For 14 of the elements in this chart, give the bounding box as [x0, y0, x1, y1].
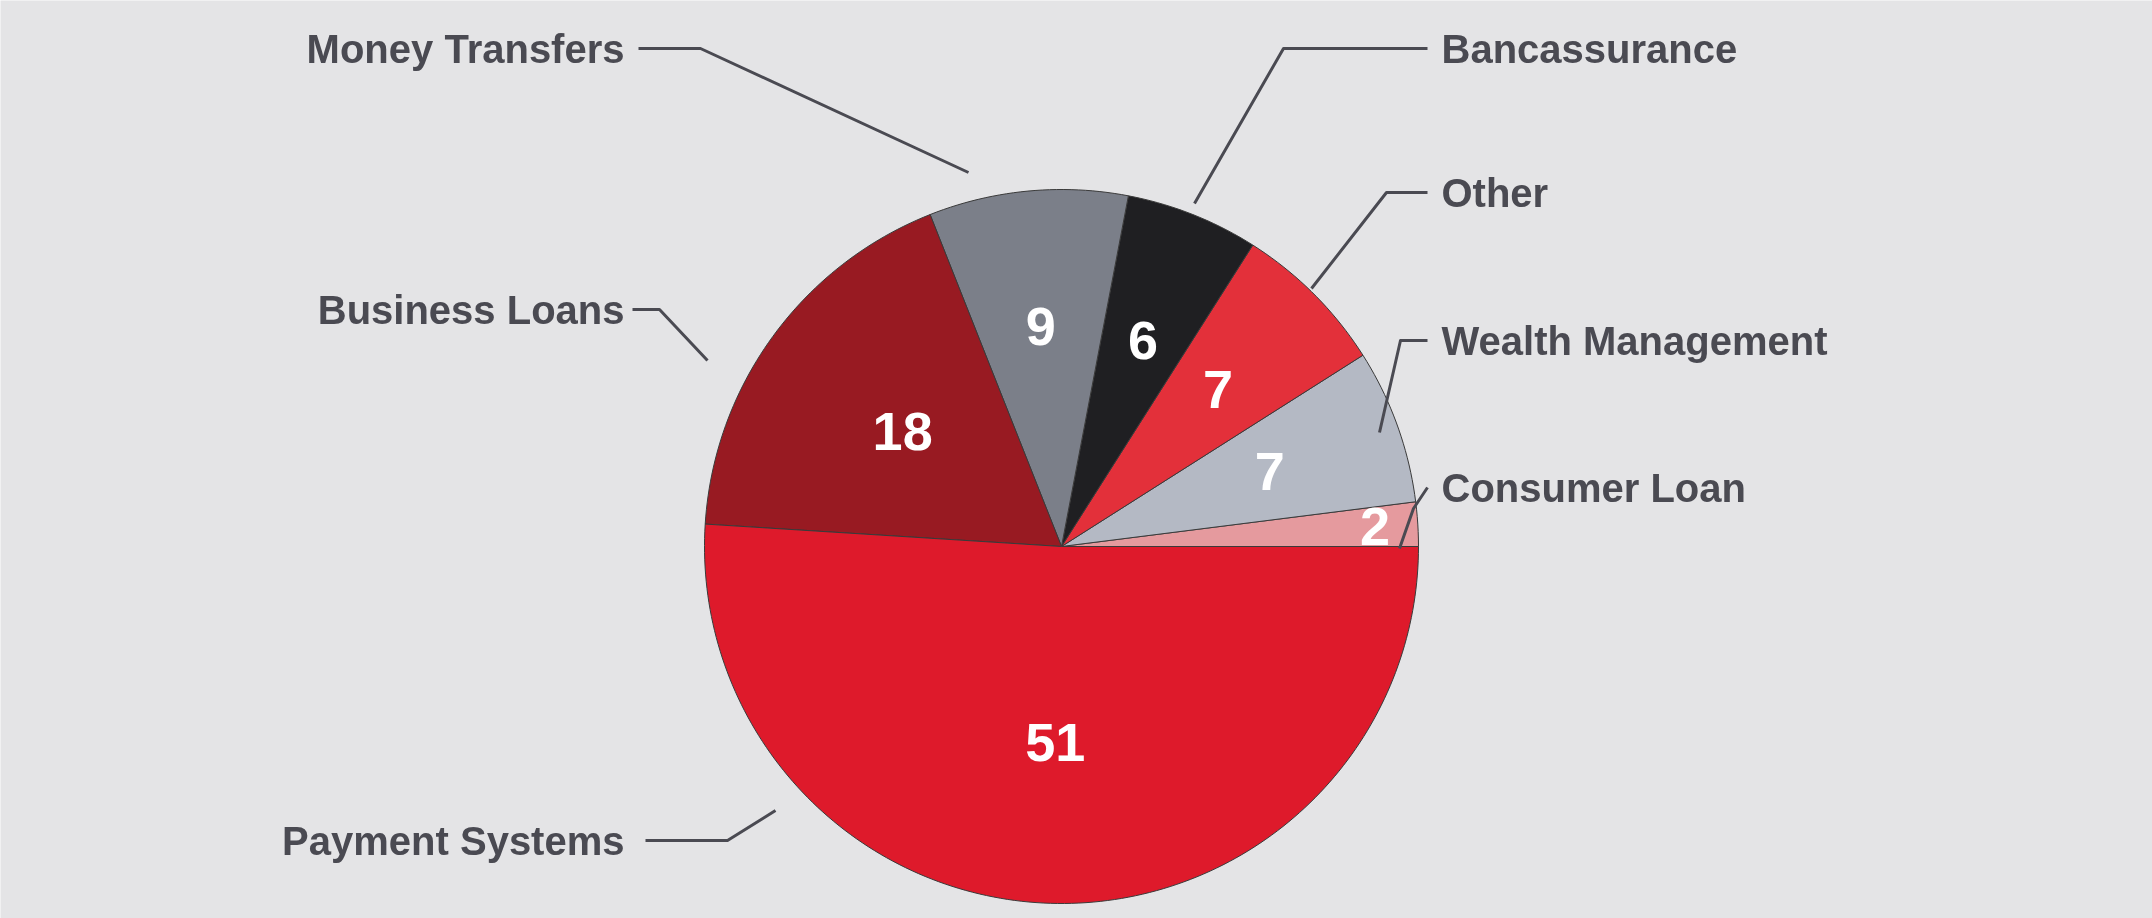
slice-label: Consumer Loan — [1441, 465, 1746, 510]
slice-label: Other — [1441, 170, 1549, 215]
slice-label: Business Loans — [317, 287, 625, 332]
slice-label: Money Transfers — [306, 26, 625, 71]
data-label: 6 — [1127, 310, 1159, 371]
data-label: 7 — [1202, 359, 1234, 420]
data-label: 9 — [1025, 295, 1056, 356]
data-label: 7 — [1254, 441, 1285, 502]
slice-label: Bancassurance — [1441, 26, 1738, 71]
slice-label: Wealth Management — [1441, 318, 1828, 363]
data-label: 51 — [1025, 712, 1086, 773]
slice-label: Payment Systems — [282, 818, 625, 863]
data-label: 18 — [872, 400, 933, 461]
data-label: 2 — [1360, 496, 1391, 557]
